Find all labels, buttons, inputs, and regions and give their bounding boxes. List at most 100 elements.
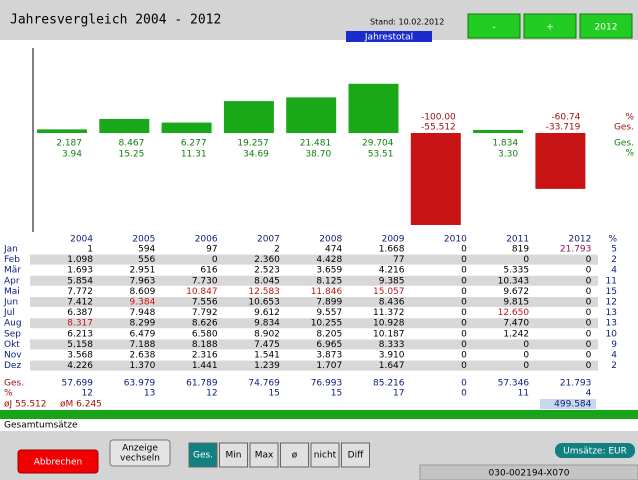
- cell: 21.793: [560, 245, 592, 255]
- mode-button[interactable]: [188, 442, 218, 468]
- mode-button[interactable]: [341, 442, 370, 468]
- summary-cell: 0: [461, 379, 467, 389]
- cell: 9.612: [254, 308, 280, 318]
- bar: [99, 118, 150, 133]
- cell: 0: [586, 308, 592, 318]
- bar: [535, 133, 586, 189]
- summary-cell: 13: [144, 389, 155, 399]
- row-label: Apr: [4, 276, 20, 286]
- row-label: Mai: [4, 287, 20, 297]
- cell: 0: [461, 298, 467, 308]
- cell: 2.951: [130, 266, 156, 276]
- cell: 5.335: [503, 266, 529, 276]
- cell: 9.672: [503, 287, 529, 297]
- cell: 11: [606, 276, 617, 286]
- row-shade: [30, 254, 598, 265]
- header-button-label: 2012: [595, 23, 618, 33]
- cell: 10.653: [248, 298, 280, 308]
- header-button[interactable]: [523, 13, 577, 39]
- row-label: Nov: [4, 351, 22, 361]
- cell: 7.772: [67, 287, 93, 297]
- section-title: Gesamtumsätze: [4, 421, 78, 431]
- mode-button[interactable]: [249, 442, 279, 468]
- cell: 7.899: [316, 298, 342, 308]
- row-shade: [30, 297, 598, 307]
- title: Jahresvergleich 2004 - 2012: [10, 13, 221, 28]
- status: 030-002194-X070: [489, 469, 570, 479]
- cell: 0: [212, 255, 218, 265]
- summary-cell: 57.346: [498, 379, 530, 389]
- cell: 15.057: [373, 287, 405, 297]
- cell: 1.441: [192, 361, 218, 371]
- summary-cell: 15: [268, 389, 279, 399]
- cell: 2: [611, 361, 617, 371]
- column-header: 2012: [568, 235, 591, 245]
- cell: 1.541: [254, 351, 280, 361]
- header-button[interactable]: [579, 13, 633, 39]
- cell: 10: [606, 329, 618, 339]
- cell: 7.475: [254, 340, 280, 350]
- cell: 8.125: [316, 276, 342, 286]
- cell: 0: [523, 255, 529, 265]
- cell: 10.928: [373, 319, 405, 329]
- cell: 2.638: [130, 351, 156, 361]
- percent-label: 15.25: [119, 150, 145, 160]
- currency: Umsätze: EUR: [563, 447, 627, 457]
- mode-button[interactable]: [310, 442, 340, 468]
- summary-cell: 15: [331, 389, 342, 399]
- row-label: Jan: [3, 245, 18, 255]
- cell: 0: [461, 245, 467, 255]
- cell: 5: [611, 245, 617, 255]
- mode-button[interactable]: [219, 442, 248, 468]
- cell: 12.583: [248, 287, 280, 297]
- percent-label: 34.69: [243, 150, 269, 160]
- total-label: -33.719: [546, 123, 581, 133]
- section-row: [0, 419, 638, 431]
- cell: 9.384: [130, 298, 156, 308]
- cell: 0: [586, 351, 592, 361]
- summary-cell: 76.993: [311, 379, 343, 389]
- cell: 0: [586, 319, 592, 329]
- column-header: 2008: [319, 235, 342, 245]
- cell: 0: [586, 340, 592, 350]
- cell: 9.834: [254, 319, 280, 329]
- cell: 1.242: [503, 329, 529, 339]
- cell: 8.609: [130, 287, 156, 297]
- cell: 0: [523, 340, 529, 350]
- currency-button[interactable]: [555, 443, 635, 458]
- summary-cell: 17: [393, 389, 404, 399]
- grand-total-box: [540, 399, 596, 409]
- cell: 0: [586, 255, 592, 265]
- cancel-button[interactable]: [17, 449, 99, 474]
- avg-month: øM 6.245: [60, 400, 102, 410]
- cell: 1.239: [254, 361, 280, 371]
- toggle-button[interactable]: [109, 439, 171, 467]
- cell: 616: [200, 266, 217, 276]
- cell: 7.963: [130, 276, 156, 286]
- cell: 0: [586, 287, 592, 297]
- cell: 0: [461, 361, 467, 371]
- cell: 13: [606, 319, 617, 329]
- column-header: 2004: [70, 235, 93, 245]
- cell: 5.854: [67, 276, 93, 286]
- cell: 8.205: [316, 329, 342, 339]
- toggle-label: Anzeige: [122, 444, 158, 454]
- mode-button[interactable]: [280, 442, 309, 468]
- cancel-label: Abbrechen: [34, 458, 83, 468]
- cell: 9.385: [379, 276, 405, 286]
- column-header: 2010: [444, 235, 467, 245]
- cell: 5.158: [67, 340, 93, 350]
- cell: 0: [461, 319, 467, 329]
- header-button[interactable]: [467, 13, 521, 39]
- cell: 819: [512, 245, 529, 255]
- cell: 8.317: [67, 319, 93, 329]
- row-shade: [30, 318, 598, 329]
- mode-box: [346, 31, 432, 42]
- cell: 12.650: [498, 308, 530, 318]
- row-label: Feb: [4, 255, 20, 265]
- cell: 9: [611, 340, 617, 350]
- cell: 77: [393, 255, 404, 265]
- cell: 8.333: [379, 340, 405, 350]
- cell: 1: [87, 245, 93, 255]
